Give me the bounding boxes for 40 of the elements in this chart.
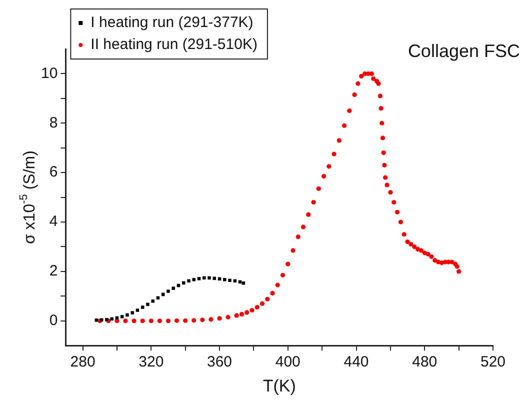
point bbox=[187, 279, 190, 282]
y-tick-label: 10 bbox=[40, 64, 58, 82]
point bbox=[218, 277, 222, 280]
legend-label: II heating run (291-510K) bbox=[90, 36, 258, 54]
point bbox=[105, 318, 108, 322]
point bbox=[94, 318, 98, 322]
x-tick-label: 440 bbox=[344, 354, 369, 371]
point bbox=[233, 279, 237, 282]
y-tick-label: 8 bbox=[49, 114, 58, 132]
x-axis-title: T(K) bbox=[262, 376, 296, 396]
point bbox=[228, 278, 232, 282]
legend-label: I heating run (291-377K) bbox=[90, 14, 254, 32]
point bbox=[151, 299, 154, 303]
x-tick-label: 320 bbox=[138, 354, 164, 371]
point bbox=[136, 308, 140, 312]
x-tick-label: 520 bbox=[480, 354, 506, 371]
x-tick-label: 280 bbox=[70, 354, 96, 371]
point bbox=[202, 276, 206, 280]
y-tick-label: 6 bbox=[49, 164, 58, 181]
point bbox=[146, 302, 150, 306]
point bbox=[212, 276, 216, 280]
point bbox=[130, 311, 134, 314]
y-tick-label: 2 bbox=[49, 262, 58, 280]
x-tick-label: 480 bbox=[412, 354, 438, 371]
point bbox=[110, 317, 114, 321]
point bbox=[182, 281, 186, 284]
point bbox=[140, 306, 144, 309]
point bbox=[126, 313, 129, 317]
y-tick-label: 4 bbox=[49, 213, 58, 230]
point bbox=[223, 278, 226, 282]
chart-title: Collagen FSC bbox=[408, 40, 520, 61]
point bbox=[166, 290, 170, 293]
point bbox=[208, 276, 211, 280]
point bbox=[120, 315, 124, 318]
x-tick-label: 400 bbox=[275, 354, 300, 371]
point bbox=[238, 280, 242, 284]
y-tick-label: 0 bbox=[49, 312, 58, 330]
x-tick-label: 360 bbox=[207, 354, 232, 371]
point bbox=[172, 286, 175, 290]
y-axis-title: σ x10-5 (S/m) bbox=[18, 150, 38, 244]
